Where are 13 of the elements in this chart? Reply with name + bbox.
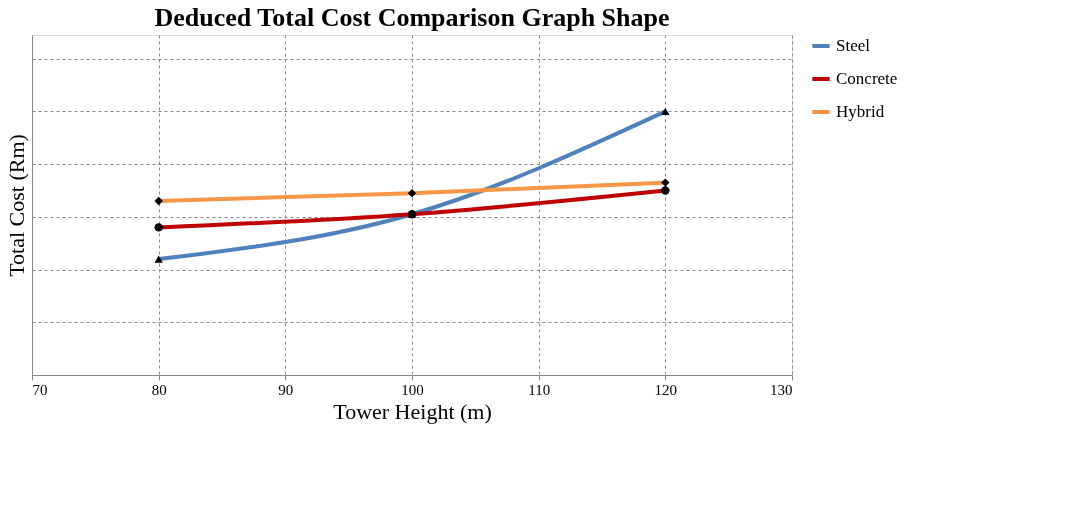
x-tick-label: 130 [770,381,793,398]
x-tick-label: 70 [32,381,48,398]
legend-label: Steel [836,36,871,55]
x-tick-label: 110 [528,381,551,398]
y-axis-title: Total Cost (Rm) [3,134,29,277]
x-tick-label: 100 [401,381,424,398]
x-tick-label: 120 [654,381,678,398]
x-axis-title: Tower Height (m) [333,398,492,424]
chart-title: Deduced Total Cost Comparison Graph Shape [154,3,670,32]
legend-label: Concrete [836,69,898,88]
x-tick-label: 90 [278,381,294,398]
x-tick-label: 80 [151,381,167,398]
legend-label: Hybrid [836,102,885,121]
